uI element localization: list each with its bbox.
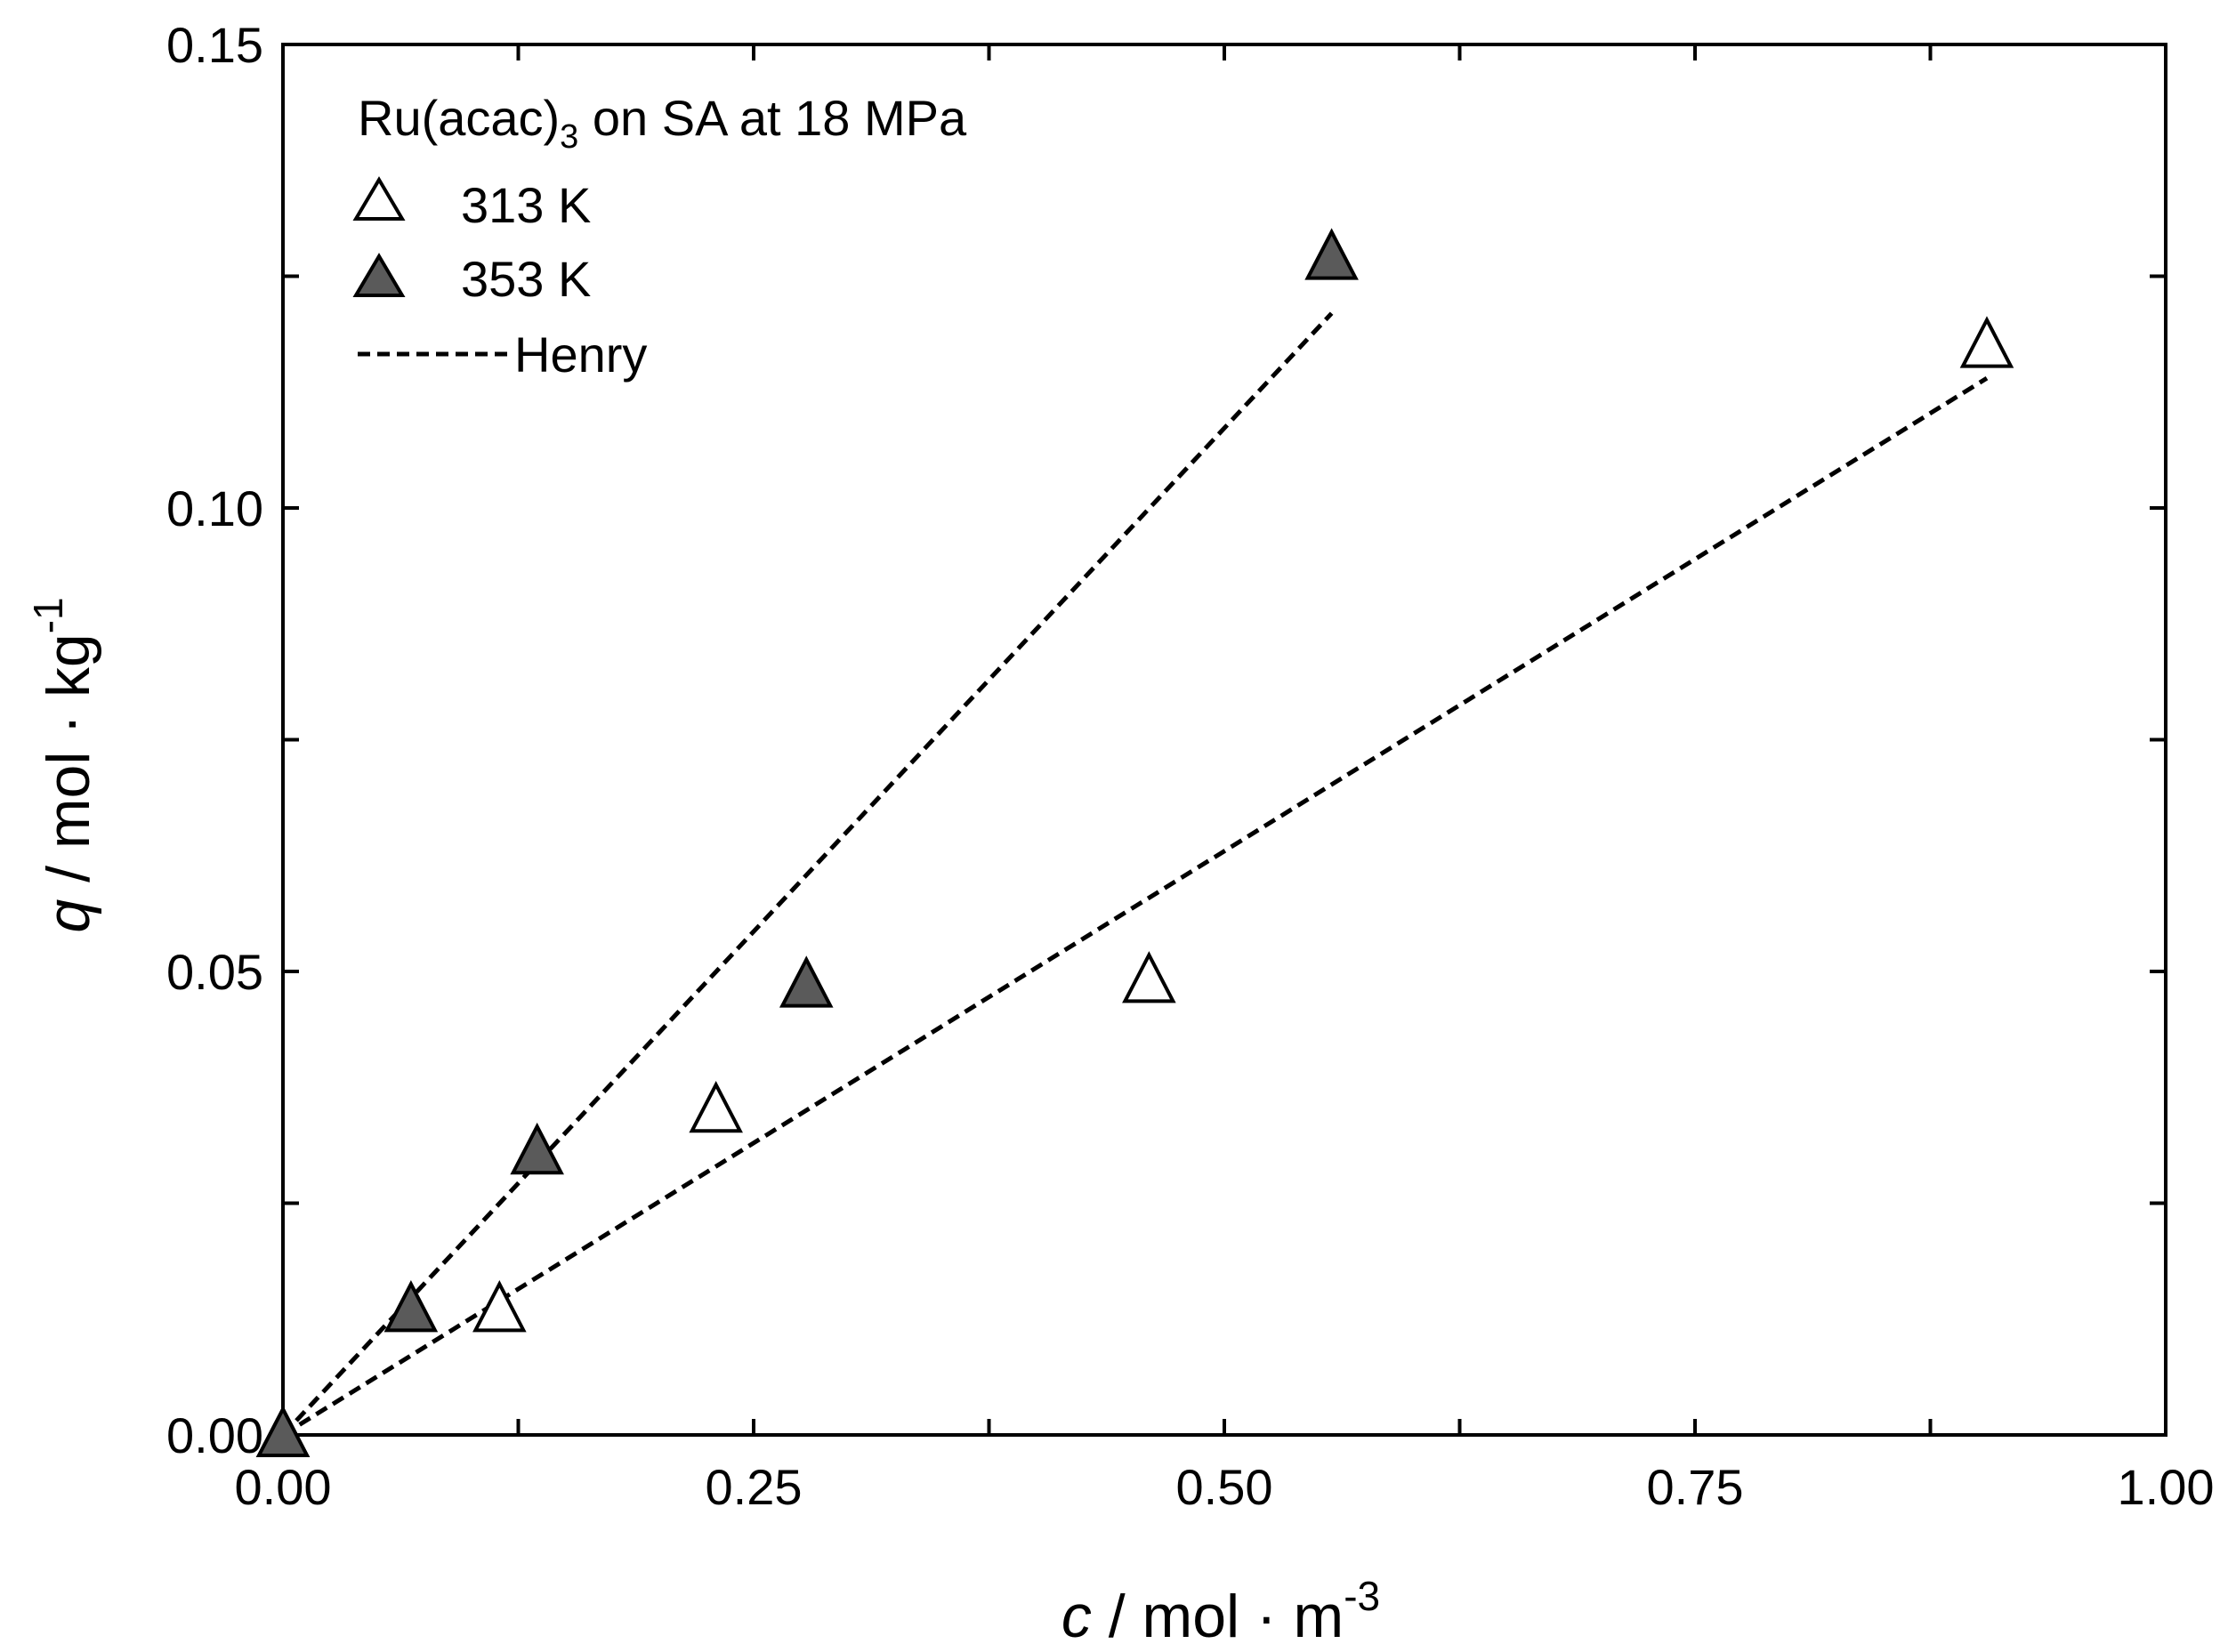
data-point-313k <box>1959 316 2014 368</box>
legend-313k-marker <box>352 176 406 221</box>
henry-fit-line <box>281 311 1334 1437</box>
legend-title: Ru(acac)3 on SA at 18 MPa <box>358 90 967 156</box>
legend: Ru(acac)3 on SA at 18 MPa 313 K 353 K He… <box>352 90 967 383</box>
data-point-353k <box>255 1405 311 1457</box>
henry-fit-line <box>281 375 1989 1438</box>
legend-353k-label: 353 K <box>461 251 591 307</box>
x-axis-variable: c <box>1061 1583 1092 1650</box>
data-point-313k <box>689 1080 743 1133</box>
x-tick-label: 0.75 <box>1647 1459 1744 1515</box>
x-tick-label: 0.00 <box>235 1459 332 1515</box>
legend-title-tail: on SA at 18 MPa <box>578 90 967 146</box>
axis-ticks <box>281 43 2167 1437</box>
data-point-353k <box>510 1122 564 1175</box>
x-tick-label: 1.00 <box>2118 1459 2215 1515</box>
y-axis-variable: q <box>35 899 102 933</box>
legend-henry-label: Henry <box>514 326 647 383</box>
data-point-313k <box>1122 951 1176 1003</box>
y-tick-label: 0.10 <box>166 480 263 536</box>
y-axis-unit-sup: -1 <box>25 597 71 633</box>
x-tick-label: 0.50 <box>1176 1459 1273 1515</box>
legend-title-subscript: 3 <box>560 118 578 156</box>
data-markers <box>255 228 2014 1457</box>
y-axis-title: q / mol · kg-1 <box>25 597 102 932</box>
y-tick-label: 0.15 <box>166 17 263 73</box>
data-point-353k <box>1304 228 1359 280</box>
tick-labels: 0.00 0.25 0.50 0.75 1.00 0.00 0.05 0.10 0.15 <box>166 17 2215 1515</box>
legend-313k-label: 313 K <box>461 177 591 233</box>
legend-353k-marker <box>352 253 406 297</box>
data-point-313k <box>472 1279 527 1333</box>
y-tick-label: 0.05 <box>166 944 263 1000</box>
x-axis-unit: / mol · m <box>1092 1583 1344 1650</box>
henry-fit-lines <box>281 311 1989 1438</box>
x-axis-unit-sup: -3 <box>1344 1573 1380 1619</box>
x-axis-title: c / mol · m-3 <box>1061 1573 1380 1650</box>
x-tick-label: 0.25 <box>706 1459 803 1515</box>
data-point-353k <box>383 1279 439 1333</box>
y-axis-unit: / mol · kg <box>35 633 102 899</box>
data-point-353k <box>779 955 834 1008</box>
legend-title-main: Ru(acac) <box>358 90 560 146</box>
y-tick-label: 0.00 <box>166 1407 263 1463</box>
